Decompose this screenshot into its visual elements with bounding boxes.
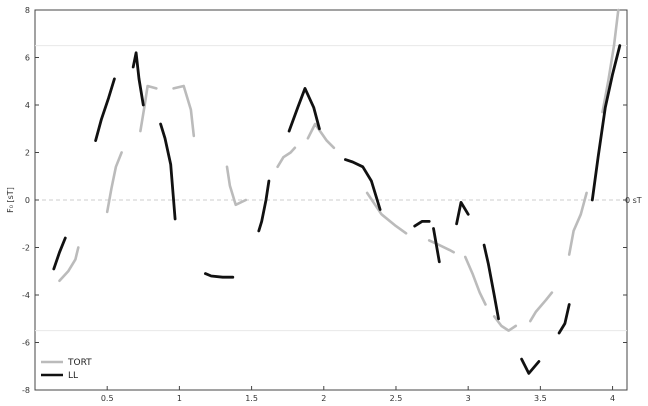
series-segment-ll [455,200,470,226]
y-tick-label: 0 [25,196,30,205]
y-axis-label: F₀ [sT] [6,187,15,213]
series-segment-tort [427,239,456,254]
x-tick-label: 4 [610,394,615,403]
series-segment-ll [520,357,541,375]
series-segment-tort [225,165,248,207]
y-tick-label: -8 [22,386,30,395]
x-tick-label: 2.5 [390,394,403,403]
y-tick-label: 8 [25,6,30,15]
reference-line-label: 0 sT [625,196,642,205]
series-segment-tort [528,291,554,323]
series-segment-tort [105,151,123,214]
x-tick-label: 3 [466,394,471,403]
y-tick-label: 4 [25,101,30,110]
series-segment-tort [463,255,487,306]
series-segment-tort [58,246,80,283]
legend-label-ll: LL [68,371,78,381]
series-tort [58,8,620,332]
series-segment-tort [306,122,336,150]
series-segment-tort [365,191,408,235]
y-tick-label: 2 [25,149,30,158]
legend: TORT LL [41,358,92,381]
legend-label-tort: TORT [67,358,92,368]
series-segment-tort [276,146,297,169]
reference-lines [35,45,627,332]
y-tick-label: -6 [22,339,30,348]
series-segment-ll [257,179,271,233]
series-layer [52,8,622,375]
x-tick-label: 2 [321,394,326,403]
series-segment-ll [557,303,571,335]
series-segment-ll [343,158,382,211]
x-tick-label: 1 [177,394,182,403]
series-segment-ll [413,219,431,228]
y-axis: -8 -6 -4 -2 0 2 4 6 8 [22,6,627,395]
series-segment-tort [567,191,588,256]
series-segment-ll [94,77,116,143]
series-segment-ll [590,44,622,202]
series-ll [52,44,622,375]
x-tick-label: 3.5 [534,394,547,403]
series-segment-tort [601,8,620,114]
series-segment-tort [492,315,518,332]
series-segment-tort [172,84,196,138]
series-segment-ll [203,272,235,279]
y-tick-label: 6 [25,54,30,63]
series-segment-ll [432,227,441,264]
x-axis: 0.5 1 1.5 2 2.5 3 3.5 4 [101,386,615,403]
series-segment-ll [287,87,321,133]
series-segment-ll [131,51,145,107]
x-tick-label: 0.5 [101,394,114,403]
series-segment-ll [159,122,177,221]
series-segment-ll [482,243,500,321]
y-tick-label: -4 [22,291,30,300]
x-tick-label: 1.5 [245,394,258,403]
series-segment-tort [139,84,158,133]
y-tick-label: -2 [22,244,30,253]
series-segment-ll [52,236,67,271]
